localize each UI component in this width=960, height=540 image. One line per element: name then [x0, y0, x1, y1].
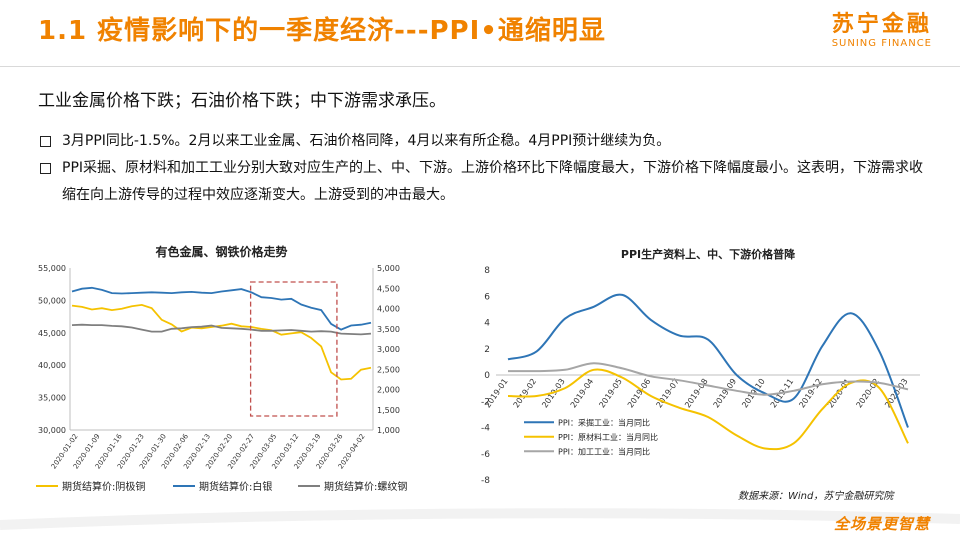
series-line [71, 303, 372, 381]
metals-price-chart: 有色金属、钢铁价格走势 30,000 35,000 40,000 45,000 50,00… [36, 244, 407, 493]
checkbox-bullet-icon [40, 136, 51, 147]
legend-label: 期货结算价:阴极铜 [62, 480, 145, 493]
chart-title: PPI生产资料上、中、下游价格普降 [621, 247, 796, 261]
y-tick-label: -8 [481, 476, 490, 486]
bullet-item: PPI采掘、原材料和加工工业分别大致对应生产的上、中、下游。上游价格环比下降幅度… [40, 155, 930, 209]
legend-label: 期货结算价:白银 [199, 480, 272, 493]
y-right-tick-label: 2,500 [377, 365, 400, 374]
series-line [71, 323, 372, 336]
legend-label: 期货结算价:螺纹钢 [324, 480, 407, 493]
y-tick-label: 8 [484, 266, 490, 276]
legend-label: PPI：原材料工业：当月同比 [558, 432, 658, 442]
bullet-list: 3月PPI同比-1.5%。2月以来工业金属、石油价格同降，4月以来有所企稳。4月… [40, 128, 930, 209]
x-tick-label: 2019-09 [712, 377, 739, 410]
footer-decoration [0, 508, 960, 530]
y-right-tick-label: 1,500 [377, 406, 400, 415]
y-right-tick-label: 1,000 [377, 426, 400, 435]
y-right-tick-label: 3,000 [377, 345, 400, 354]
y-right-tick-label: 4,000 [377, 305, 400, 314]
y-tick-label: 4 [484, 319, 490, 329]
series-line [507, 293, 909, 428]
highlight-box [249, 281, 338, 417]
footer-slogan: 全场景更智慧 [833, 515, 930, 533]
logo-text: 苏宁金融 [831, 12, 932, 37]
series-line [507, 362, 909, 396]
subtitle: 工业金属价格下跌；石油价格下跌；中下游需求承压。 [38, 91, 446, 111]
y-right-tick-label: 5,000 [377, 264, 400, 273]
y-right-tick-label: 4,500 [377, 284, 400, 293]
x-tick-label: 2019-01 [483, 377, 510, 410]
y-left-tick-label: 45,000 [38, 329, 66, 338]
y-tick-label: -4 [481, 424, 490, 434]
series-line [71, 286, 372, 331]
bullet-text: 3月PPI同比-1.5%。2月以来工业金属、石油价格同降，4月以来有所企稳。4月… [62, 133, 671, 149]
y-tick-label: 0 [484, 371, 490, 381]
x-tick-label: 2019-12 [797, 377, 824, 410]
y-tick-label: -6 [481, 450, 490, 460]
logo: 苏宁金融 SUNING FINANCE [832, 12, 932, 49]
title-divider [0, 66, 960, 67]
bullet-text: PPI采掘、原材料和加工工业分别大致对应生产的上、中、下游。上游价格环比下降幅度… [62, 160, 924, 203]
y-left-tick-label: 30,000 [38, 426, 66, 435]
data-source: 数据来源：Wind，苏宁金融研究院 [738, 491, 894, 502]
page-title: 1.1 疫情影响下的一季度经济---PPI•通缩明显 [38, 16, 606, 46]
x-tick-label: 2019-02 [512, 377, 539, 410]
x-tick-label: 2019-05 [597, 377, 624, 410]
legend-label: PPI：加工工业：当月同比 [558, 446, 650, 456]
legend-label: PPI：采掘工业：当月同比 [558, 417, 650, 427]
y-right-tick-label: 2,000 [377, 386, 400, 395]
y-tick-label: -2 [481, 397, 490, 407]
x-tick-label: 2019-04 [569, 377, 596, 410]
y-left-tick-label: 50,000 [38, 296, 66, 305]
y-left-tick-label: 40,000 [38, 361, 66, 370]
y-left-tick-label: 35,000 [38, 394, 66, 403]
y-left-tick-label: 55,000 [38, 264, 66, 273]
y-tick-label: 2 [484, 345, 490, 355]
x-tick-label: 2019-07 [655, 377, 682, 410]
checkbox-bullet-icon [40, 163, 51, 174]
chart-title: 有色金属、钢铁价格走势 [155, 244, 287, 259]
y-right-tick-label: 3,500 [377, 325, 400, 334]
logo-subtext: SUNING FINANCE [831, 38, 932, 49]
y-tick-label: 6 [484, 292, 490, 302]
bullet-item: 3月PPI同比-1.5%。2月以来工业金属、石油价格同降，4月以来有所企稳。4月… [40, 128, 930, 155]
series-line [507, 368, 909, 451]
